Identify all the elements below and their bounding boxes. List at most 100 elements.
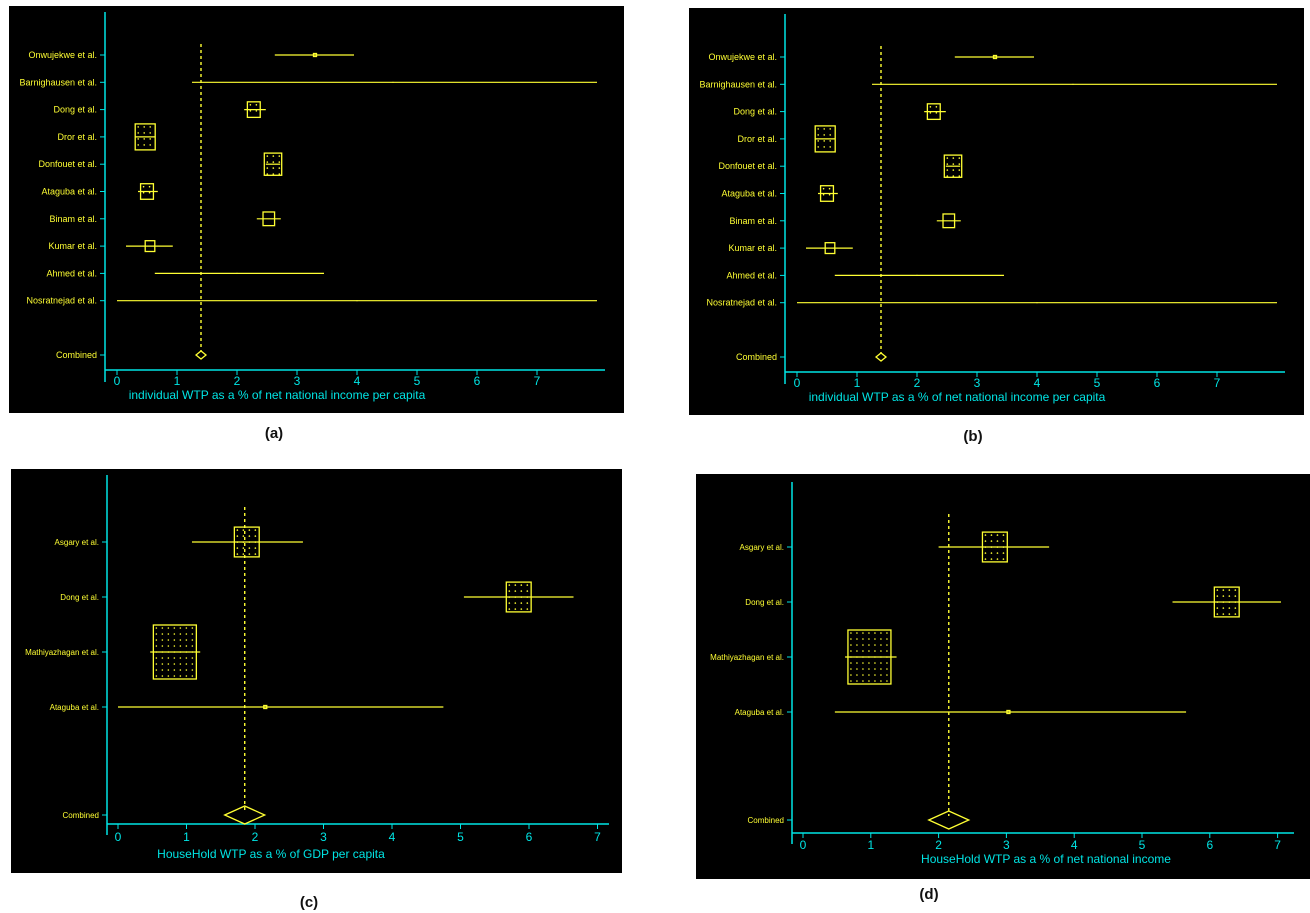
box-dot <box>514 584 517 586</box>
x-tick-label: 4 <box>389 830 396 844</box>
box-dot <box>142 185 145 188</box>
box-dot <box>526 584 529 586</box>
weight-box <box>1006 709 1011 715</box>
x-axis-label: individual WTP as a % of net national in… <box>129 388 426 402</box>
box-dot <box>868 680 870 682</box>
box-dot <box>1222 595 1225 597</box>
box-dot <box>143 132 145 134</box>
box-dot <box>167 645 170 647</box>
box-dot <box>155 663 158 665</box>
box-dot <box>1222 613 1225 615</box>
x-axis-label: HouseHold WTP as a % of GDP per capita <box>157 847 385 861</box>
box-dot <box>526 590 529 592</box>
box-dot <box>886 644 888 646</box>
box-dot <box>1222 607 1225 609</box>
box-dot <box>137 138 139 140</box>
x-tick-label: 7 <box>1274 838 1281 852</box>
box-dot <box>167 639 170 641</box>
combined-diamond <box>874 352 888 362</box>
box-dot <box>185 663 188 665</box>
weight-box <box>246 101 261 119</box>
box-dot <box>886 668 888 670</box>
box-dot <box>874 644 876 646</box>
box-dot <box>990 534 993 536</box>
box-dot <box>155 627 158 629</box>
box-dot <box>850 644 852 646</box>
box-dot <box>248 529 251 531</box>
box-dot <box>173 657 176 659</box>
x-tick-label: 7 <box>594 830 601 844</box>
box-dot <box>1222 601 1225 603</box>
box-dot <box>142 191 145 194</box>
study-label: Ataguba et al. <box>735 708 784 717</box>
x-tick-label: 1 <box>183 830 190 844</box>
x-tick-label: 6 <box>1206 838 1213 852</box>
weight-box <box>505 581 532 613</box>
box-dot <box>161 651 164 653</box>
box-dot <box>886 650 888 652</box>
study-label: Kumar et al. <box>728 243 777 253</box>
box-dot <box>242 535 245 537</box>
box-dot <box>880 650 882 652</box>
forest-svg-a: 0 1 2 3 4 5 6 7 individual WTP as a % of net nat… <box>19 12 605 402</box>
box-dot <box>886 632 888 634</box>
box-dot <box>880 674 882 676</box>
box-dot <box>272 161 275 163</box>
box-dot <box>173 675 176 677</box>
box-dot <box>880 644 882 646</box>
combined-label: Combined <box>56 350 97 360</box>
box-dot <box>856 656 858 658</box>
caption-d: (d) <box>919 886 939 903</box>
study-label: Ahmed et al. <box>46 268 97 278</box>
weight-box <box>262 211 276 227</box>
point-estimate <box>1072 83 1074 85</box>
x-tick-label: 4 <box>354 374 361 388</box>
box-dot <box>874 680 876 682</box>
box-dot <box>990 552 993 554</box>
box-dot <box>249 104 252 106</box>
box-dot <box>874 668 876 670</box>
weight-box <box>814 125 836 153</box>
box-dot <box>173 663 176 665</box>
weight-box <box>152 624 198 680</box>
box-dot <box>958 163 961 165</box>
x-tick-label: 1 <box>174 374 181 388</box>
box-dot <box>952 175 955 177</box>
box-dot <box>984 534 987 536</box>
caption-c: (c) <box>299 894 319 911</box>
box-dot <box>996 558 999 560</box>
box-dot <box>191 633 194 635</box>
box-dot <box>248 535 251 537</box>
box-dot <box>1234 589 1237 591</box>
weight-box <box>992 54 998 60</box>
box-dot <box>179 663 182 665</box>
box-dot <box>862 662 864 664</box>
box-dot <box>880 680 882 682</box>
x-tick-label: 5 <box>414 374 421 388</box>
box-dot <box>856 680 858 682</box>
box-dot <box>850 674 852 676</box>
combined-diamond <box>194 350 208 360</box>
box-dot <box>137 126 139 128</box>
study-label: Donfouet et al. <box>718 161 777 171</box>
weight-box <box>926 103 941 121</box>
box-dot <box>179 639 182 641</box>
weight-box <box>943 154 963 178</box>
box-dot <box>508 602 511 604</box>
weight-box <box>847 629 892 685</box>
box-dot <box>526 596 529 598</box>
box-dot <box>958 169 961 171</box>
box-dot <box>1216 589 1219 591</box>
weight-box <box>312 52 318 58</box>
forest-plot-d: 0 1 2 3 4 5 6 7 HouseHold WTP as a % of net nati… <box>696 474 1310 879</box>
box-dot <box>179 627 182 629</box>
box-dot <box>862 638 864 640</box>
box-dot <box>886 638 888 640</box>
box-dot <box>248 553 251 555</box>
box-dot <box>179 633 182 635</box>
box-dot <box>886 680 888 682</box>
x-tick-label: 0 <box>115 830 122 844</box>
x-tick-label: 0 <box>114 374 121 388</box>
weight-box <box>981 531 1008 563</box>
box-dot <box>520 596 523 598</box>
